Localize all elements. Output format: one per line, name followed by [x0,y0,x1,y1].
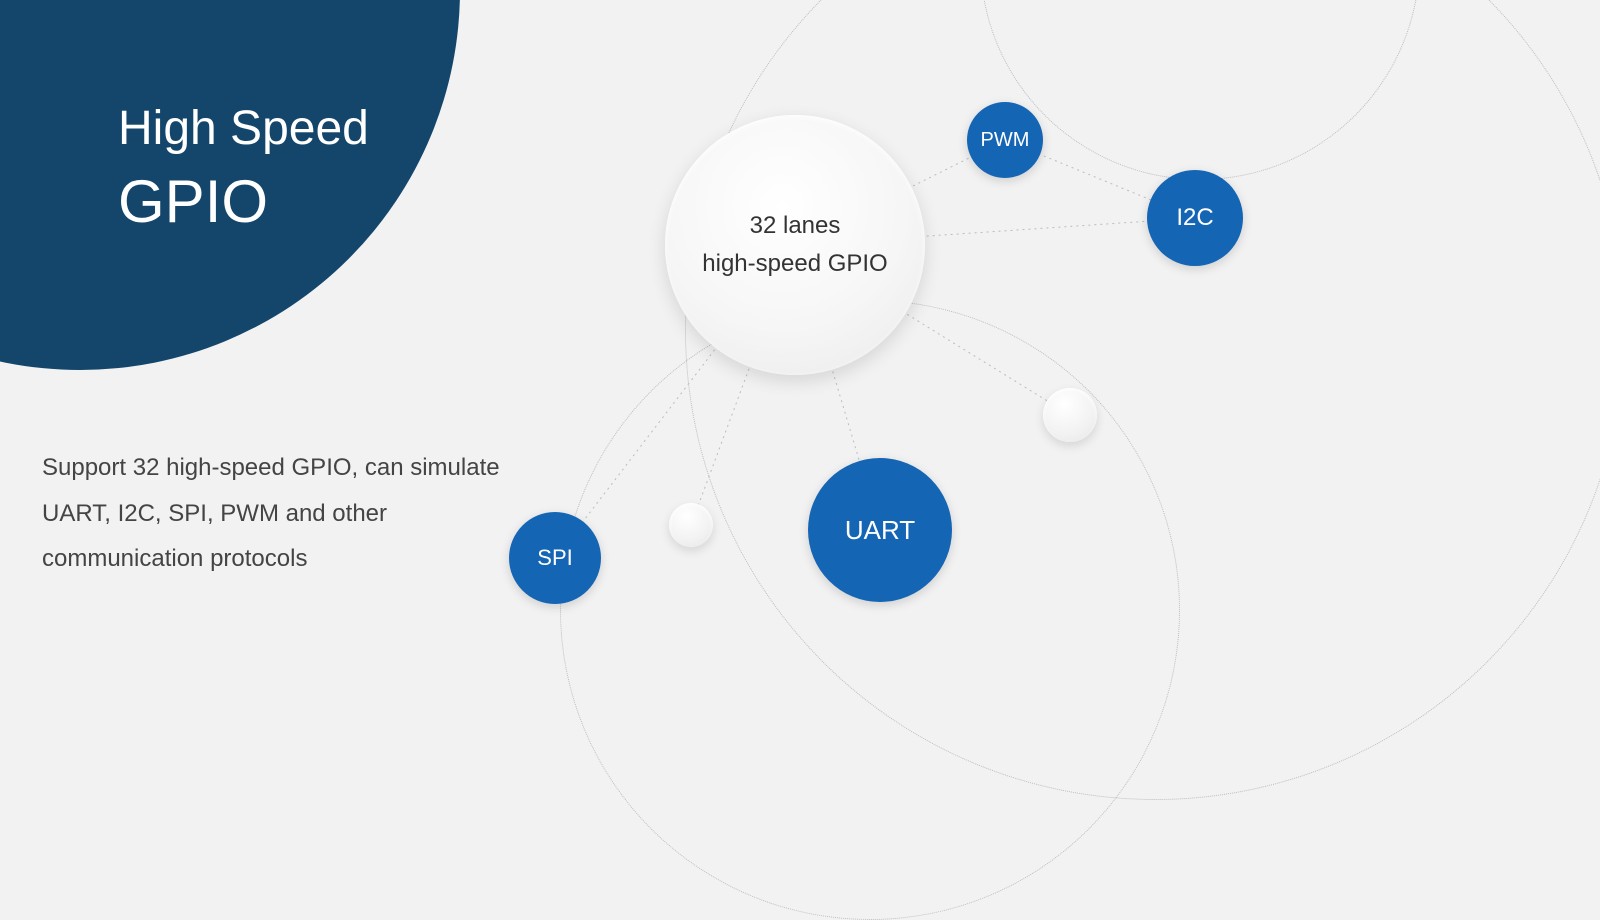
protocol-node-i2c: I2C [1147,170,1243,266]
protocol-node-uart: UART [808,458,952,602]
protocol-node-label: UART [845,515,915,546]
decorative-bubble [669,503,713,547]
protocol-node-pwm: PWM [967,102,1043,178]
hero-title-line1: High Speed [118,100,369,158]
center-node-line1: 32 lanes [750,207,841,245]
protocol-node-label: I2C [1176,204,1213,232]
hero-title-line2: GPIO [118,166,369,238]
decorative-bubble [1043,388,1097,442]
center-node-line2: high-speed GPIO [702,245,887,283]
hero-title: High Speed GPIO [118,100,369,238]
protocol-node-label: SPI [537,545,572,571]
description-text: Support 32 high-speed GPIO, can simulate… [42,445,542,582]
protocol-node-label: PWM [981,129,1030,152]
center-node: 32 lanes high-speed GPIO [665,115,925,375]
protocol-node-spi: SPI [509,512,601,604]
orbit-ring [560,300,1180,920]
